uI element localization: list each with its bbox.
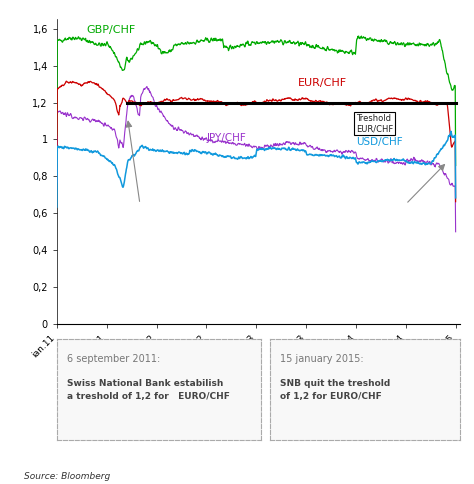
Text: 6 september 2011:: 6 september 2011: — [67, 354, 160, 364]
Text: JPY/CHF: JPY/CHF — [206, 133, 246, 143]
Text: Swiss National Bank estabilish
a treshold of 1,2 for   EURO/CHF: Swiss National Bank estabilish a treshol… — [67, 379, 230, 401]
Text: Source: Bloomberg: Source: Bloomberg — [24, 472, 110, 481]
Text: Treshold
EUR/CHF: Treshold EUR/CHF — [356, 114, 393, 133]
Text: USD/CHF: USD/CHF — [356, 137, 402, 147]
Text: 15 january 2015:: 15 january 2015: — [280, 354, 363, 364]
Text: EUR/CHF: EUR/CHF — [298, 78, 347, 88]
Text: GBP/CHF: GBP/CHF — [86, 25, 135, 35]
Text: SNB quit the treshold
of 1,2 for EURO/CHF: SNB quit the treshold of 1,2 for EURO/CH… — [280, 379, 390, 401]
